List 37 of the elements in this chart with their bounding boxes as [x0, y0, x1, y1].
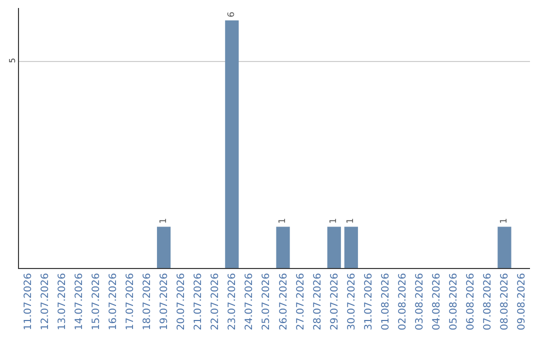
x-tick-label: 02.08.2026: [398, 273, 408, 330]
x-tick-label: 30.07.2026: [346, 273, 358, 330]
x-tick-label: 11.07.2026: [22, 273, 34, 330]
x-tick-label: 06.08.2026: [466, 273, 477, 330]
x-tick-label: 21.07.2026: [193, 273, 204, 330]
x-tick-label: 16.07.2026: [108, 273, 119, 330]
x-tick-label: 29.07.2026: [329, 273, 340, 330]
x-tick-label: 25.07.2026: [261, 273, 272, 330]
x-tick-label: 01.08.2026: [380, 273, 392, 330]
data-label: 1: [158, 218, 169, 224]
x-tick-label: 31.07.2026: [363, 273, 374, 330]
x-tick-label: 26.07.2026: [278, 273, 290, 330]
x-tick-label: 04.08.2026: [432, 273, 443, 330]
x-tick-label: 05.08.2026: [448, 273, 460, 330]
x-tick-label: 19.07.2026: [159, 273, 170, 330]
x-tick-label: 23.07.2026: [227, 273, 238, 330]
x-tick-label: 03.08.2026: [414, 273, 426, 330]
data-label: 1: [329, 218, 340, 224]
x-tick-label: 24.07.2026: [244, 273, 256, 330]
data-label: 1: [346, 218, 356, 224]
x-tick-label: 13.07.2026: [56, 273, 68, 330]
x-tick-label: 27.07.2026: [295, 273, 306, 330]
y-tick-label: 5: [8, 58, 17, 63]
x-tick-label: 15.07.2026: [90, 273, 102, 330]
x-tick-label: 20.07.2026: [176, 273, 188, 330]
x-tick-label: 14.07.2026: [74, 273, 85, 330]
data-label: 1: [278, 218, 288, 224]
x-tick-label: 22.07.2026: [210, 273, 222, 330]
x-tick-label: 09.08.2026: [516, 273, 528, 330]
data-label: 6: [226, 11, 237, 18]
x-tick-label: 28.07.2026: [312, 273, 324, 330]
x-tick-label: 18.07.2026: [142, 273, 153, 330]
x-tick-label: 17.07.2026: [124, 273, 136, 330]
x-tick-label: 08.08.2026: [500, 273, 511, 330]
data-label: 1: [499, 218, 510, 224]
x-tick-label: 07.08.2026: [482, 273, 494, 330]
x-tick-label: 12.07.2026: [40, 273, 51, 330]
